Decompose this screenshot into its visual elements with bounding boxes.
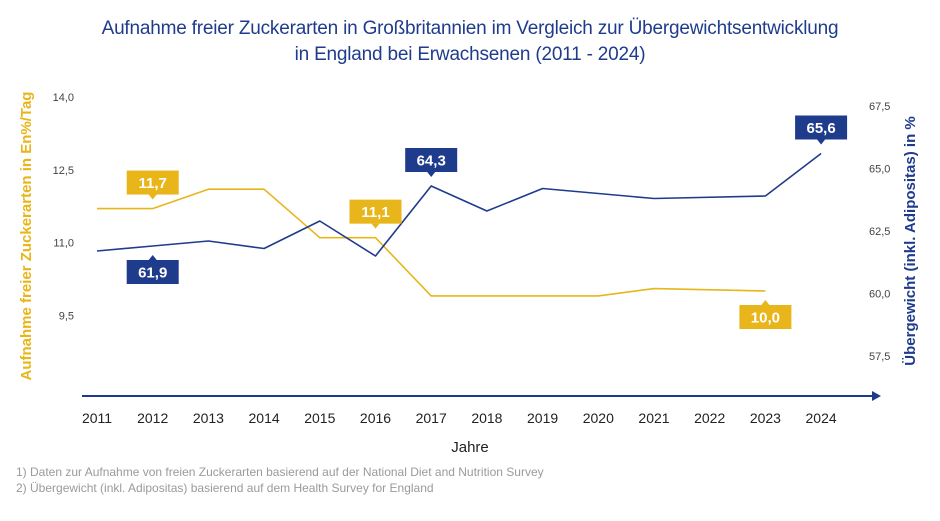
y-left-tick-label: 9,5 (59, 310, 74, 322)
overweight-data-label: 64,3 (405, 148, 458, 177)
x-axis-tick-labels: 2011 2012 2013 2014 2015 2016 2017 2018 2019 2020… (82, 410, 837, 426)
x-tick-label: 2013 (193, 410, 224, 426)
overweight-line (96, 152, 822, 257)
overweight-data-label: 65,6 (795, 115, 848, 145)
x-tick-label: 2023 (750, 410, 781, 426)
y-left-tick-label: 14,0 (53, 92, 74, 104)
data-label-text: 61,9 (138, 265, 167, 282)
data-label-text: 10,0 (751, 310, 780, 327)
y-right-tick-label: 60,0 (869, 289, 890, 301)
y-right-tick-label: 62,5 (869, 226, 890, 238)
x-tick-label: 2020 (583, 410, 614, 426)
overweight-data-label: 61,9 (126, 255, 179, 284)
x-tick-label: 2021 (638, 410, 669, 426)
data-label-box (795, 115, 848, 140)
footnote-1: 1) Daten zur Aufnahme von freien Zuckera… (16, 465, 544, 479)
x-tick-label: 2012 (137, 410, 168, 426)
y-axis-right-label: Übergewicht (inkl. Adipositas) in % (902, 116, 919, 365)
x-tick-label: 2014 (249, 410, 280, 426)
y-right-tick-label: 65,0 (869, 164, 890, 176)
data-labels: 11,7 11,1 10,0 61,9 64,3 65,6 (126, 115, 848, 329)
data-label-box (349, 199, 402, 224)
sugar-intake-line (97, 188, 766, 297)
footnote-2: 2) Übergewicht (inkl. Adipositas) basier… (16, 481, 434, 495)
data-label-text: 65,6 (806, 120, 835, 137)
data-label-box (405, 148, 458, 172)
data-label-pointer (427, 172, 436, 177)
x-tick-label: 2017 (416, 410, 447, 426)
chart-title-line-2: in England bei Erwachsenen (2011 - 2024) (294, 44, 646, 65)
sugar-data-label: 10,0 (739, 300, 792, 329)
y-right-tick-label: 57,5 (869, 351, 890, 363)
data-label-text: 11,1 (361, 204, 389, 221)
chart-title-line-1: Aufnahme freier Zuckerarten in Großbrita… (101, 18, 839, 39)
data-label-box (126, 170, 179, 195)
data-label-text: 11,7 (139, 175, 167, 192)
x-axis-arrow-icon (872, 391, 881, 401)
y-axis-left-label: Aufnahme freier Zuckerarten in En%/Tag (18, 92, 35, 381)
data-label-text: 64,3 (417, 153, 446, 170)
y-left-tick-label: 12,5 (53, 165, 74, 177)
y-right-tick-label: 67,5 (869, 101, 890, 113)
data-label-pointer (148, 255, 157, 260)
right-axis-ticks: 67,5 65,0 62,5 60,0 57,5 (869, 101, 890, 363)
x-tick-label: 2016 (360, 410, 391, 426)
series-lines (96, 152, 822, 297)
sugar-data-label: 11,7 (126, 170, 179, 200)
x-tick-label: 2018 (471, 410, 502, 426)
data-label-pointer (817, 139, 826, 145)
x-axis (82, 391, 881, 401)
y-left-tick-label: 11,0 (53, 238, 74, 250)
x-tick-label: 2024 (806, 410, 837, 426)
data-label-box (739, 305, 792, 329)
x-tick-label: 2015 (304, 410, 335, 426)
data-label-pointer (148, 194, 157, 200)
data-label-pointer (761, 300, 770, 305)
footnotes: 1) Daten zur Aufnahme von freien Zuckera… (16, 464, 544, 496)
x-tick-label: 2019 (527, 410, 558, 426)
x-tick-label: 2011 (82, 410, 112, 426)
data-label-pointer (371, 223, 380, 229)
data-label-box (126, 260, 179, 284)
sugar-data-label: 11,1 (349, 199, 402, 229)
chart-title: Aufnahme freier Zuckerarten in Großbrita… (0, 16, 940, 68)
x-axis-label: Jahre (451, 439, 489, 456)
x-tick-label: 2022 (694, 410, 725, 426)
left-axis-ticks: 14,0 12,5 11,0 9,5 (53, 92, 74, 322)
